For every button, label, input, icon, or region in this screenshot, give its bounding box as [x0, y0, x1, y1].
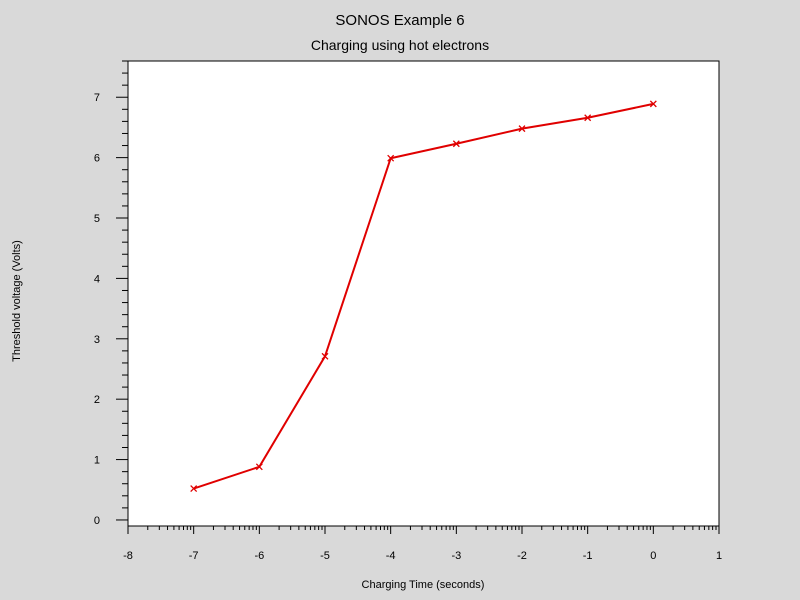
chart-title: SONOS Example 6 — [335, 12, 465, 29]
marker-stroke — [584, 114, 592, 122]
data-point-marker — [321, 352, 329, 360]
x-tick-label: -8 — [123, 550, 133, 562]
marker-stroke — [255, 463, 263, 471]
marker-stroke — [518, 125, 526, 133]
data-point-marker — [255, 463, 263, 471]
data-point-marker — [649, 100, 657, 108]
marker-stroke — [649, 100, 657, 108]
marker-stroke — [321, 352, 329, 360]
data-point-marker — [452, 140, 460, 148]
x-tick-label: -4 — [386, 550, 396, 562]
y-tick-label: 2 — [94, 394, 100, 406]
data-point-marker — [387, 154, 395, 162]
marker-stroke — [190, 485, 198, 493]
y-tick-label: 7 — [94, 92, 100, 104]
x-tick-label: -7 — [189, 550, 199, 562]
y-tick-label: 1 — [94, 455, 100, 467]
y-tick-label: 4 — [94, 273, 100, 285]
y-tick-label: 5 — [94, 213, 100, 225]
x-tick-label: -5 — [320, 550, 330, 562]
x-axis-label: Charging Time (seconds) — [362, 579, 485, 591]
series-layer — [190, 100, 657, 493]
axes: -8 -7 -6 -5 -4 -3 -2 -1 0 1 0 1 2 3 4 5 6 7 — [94, 60, 722, 562]
data-point-marker — [584, 114, 592, 122]
x-tick-label: -3 — [451, 550, 461, 562]
y-tick-label: 6 — [94, 153, 100, 165]
x-tick-label: 0 — [650, 550, 656, 562]
y-axis-label: Threshold voltage (Volts) — [11, 240, 23, 362]
x-tick-label: -6 — [254, 550, 264, 562]
plot-area — [127, 60, 720, 527]
marker-stroke — [452, 140, 460, 148]
series-line — [193, 102, 654, 490]
marker-stroke — [387, 154, 395, 162]
y-tick-label: 3 — [94, 334, 100, 346]
chart-subtitle: Charging using hot electrons — [310, 37, 490, 53]
data-point-marker — [190, 485, 198, 493]
x-tick-label: -1 — [583, 550, 593, 562]
y-tick-label: 0 — [94, 515, 100, 527]
data-point-marker — [518, 125, 526, 133]
x-tick-label: 1 — [716, 550, 722, 562]
x-tick-label: -2 — [517, 550, 527, 562]
